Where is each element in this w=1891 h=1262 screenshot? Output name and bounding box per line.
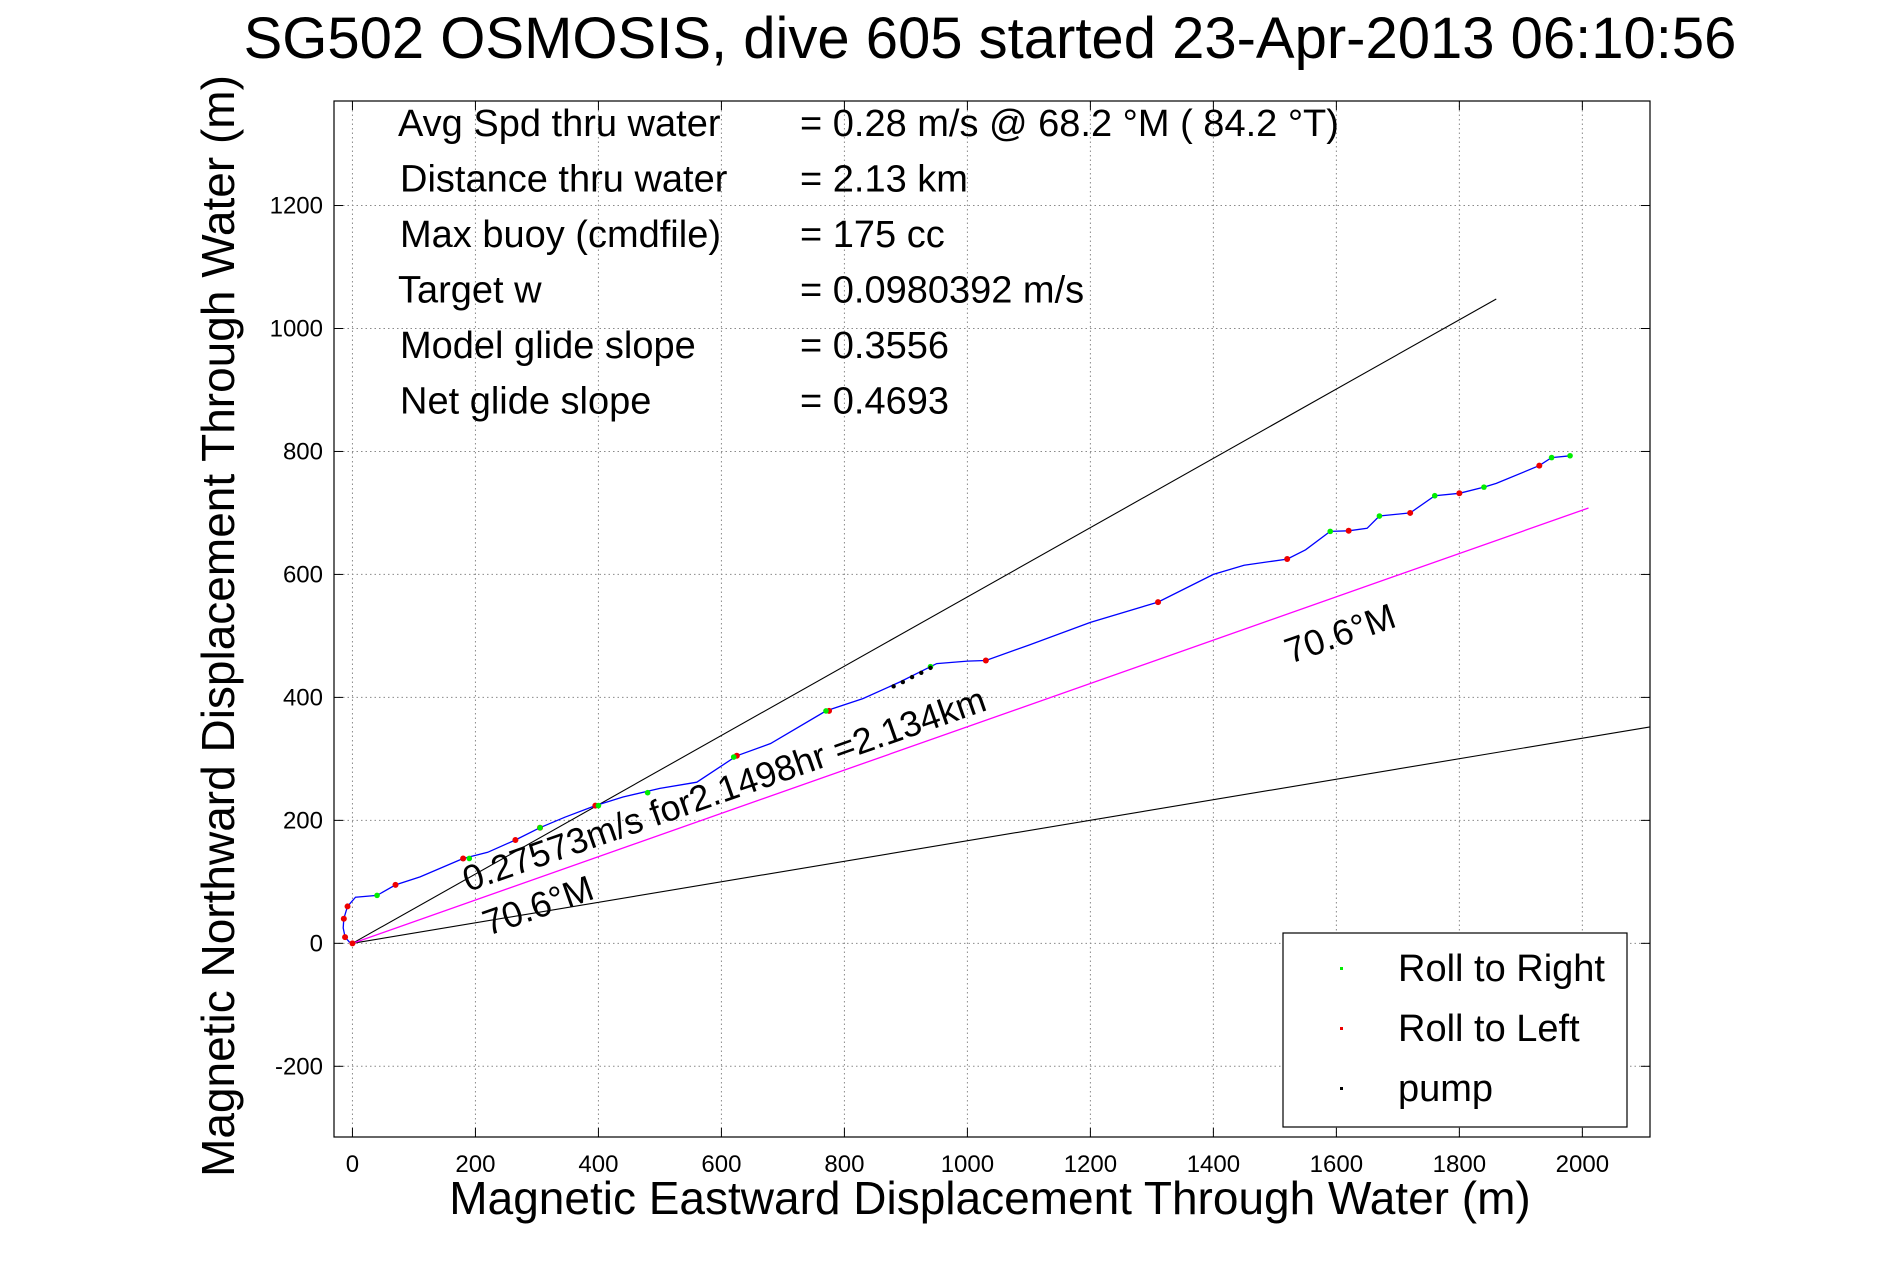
roll-left-point — [1407, 509, 1414, 516]
pump-point — [900, 679, 906, 685]
annotation-heading-upper: 70.6°M — [1279, 595, 1401, 672]
pump-point — [909, 674, 915, 680]
annotation-speed: 0.27573m/s for2.1498hr =2.134km — [457, 679, 991, 900]
roll-left-point — [340, 915, 347, 922]
heading-line — [352, 507, 1589, 944]
info-value: = 0.4693 — [800, 381, 949, 423]
y-tick-label: 800 — [283, 438, 323, 465]
legend-label-roll-right: Roll to Right — [1398, 948, 1605, 990]
x-tick-label: 1800 — [1433, 1151, 1486, 1178]
info-value: = 0.3556 — [800, 325, 949, 367]
pump-point — [928, 665, 933, 671]
y-tick-label: 600 — [283, 561, 323, 588]
x-tick-label: 1600 — [1310, 1151, 1363, 1178]
x-tick-label: 1000 — [941, 1151, 994, 1178]
roll-left-point — [1345, 527, 1352, 534]
roll-right-point — [1327, 528, 1334, 535]
roll-left-point — [344, 903, 351, 910]
info-value: = 0.0980392 m/s — [800, 270, 1084, 312]
info-label: Avg Spd thru water — [398, 103, 721, 145]
info-label: Distance thru water — [400, 159, 728, 201]
info-label: Max buoy (cmdfile) — [400, 214, 721, 256]
roll-right-point — [466, 855, 473, 862]
info-label: Target w — [398, 270, 542, 312]
roll-right-point — [1431, 492, 1438, 499]
glide-slope-line-upper — [352, 298, 1497, 944]
roll-left-point — [1456, 490, 1463, 497]
roll-left-point — [1155, 599, 1162, 606]
roll-right-point — [537, 824, 543, 831]
info-label: Model glide slope — [400, 325, 696, 367]
x-tick-label: 0 — [346, 1151, 359, 1178]
y-tick-label: 1000 — [270, 315, 323, 342]
info-panel: Avg Spd thru water = 0.28 m/s @ 68.2 °M (… — [398, 103, 1339, 423]
y-tick-label: 200 — [283, 807, 323, 834]
roll-left-point — [512, 837, 519, 844]
legend-marker-pump — [1340, 1087, 1343, 1090]
roll-right-point — [595, 802, 602, 809]
info-value: = 2.13 km — [800, 159, 968, 201]
roll-left-point — [1536, 462, 1543, 469]
grid-lines — [334, 101, 1650, 1137]
x-tick-label: 400 — [578, 1151, 618, 1178]
legend-marker-roll-left — [1340, 1027, 1343, 1030]
roll-right-point — [374, 892, 380, 899]
legend-label-roll-left: Roll to Left — [1398, 1008, 1580, 1050]
legend: Roll to Right Roll to Left pump — [1282, 932, 1628, 1128]
glider-track-line — [342, 455, 1571, 944]
roll-right-point — [823, 708, 829, 714]
roll-right-point — [1548, 454, 1555, 461]
chart-lines — [342, 298, 1651, 944]
roll-left-point — [460, 855, 467, 862]
y-tick-label: -200 — [275, 1053, 323, 1080]
axis-ticks: 0 200 400 600 800 1000 1200 1400 1600 1800 2000-20… — [270, 101, 1650, 1178]
legend-label-pump: pump — [1398, 1068, 1493, 1110]
x-tick-label: 1400 — [1187, 1151, 1240, 1178]
roll-left-point — [349, 940, 356, 947]
x-tick-label: 200 — [455, 1151, 495, 1178]
x-tick-label: 800 — [824, 1151, 864, 1178]
y-tick-label: 0 — [310, 930, 323, 957]
plot-frame — [333, 100, 1651, 1138]
info-value: = 0.28 m/s @ 68.2 °M ( 84.2 °T) — [800, 103, 1339, 145]
info-value: = 175 cc — [800, 214, 945, 256]
roll-left-point — [1284, 556, 1291, 563]
x-tick-label: 1200 — [1064, 1151, 1117, 1178]
glide-slope-line-lower — [352, 726, 1651, 944]
y-tick-label: 1200 — [270, 193, 323, 220]
roll-right-point — [730, 754, 737, 760]
info-label: Net glide slope — [400, 381, 651, 423]
chart-markers — [340, 452, 1573, 947]
roll-left-point — [392, 881, 399, 888]
roll-left-point — [982, 657, 989, 664]
x-axis-label: Magnetic Eastward Displacement Through W… — [449, 1172, 1530, 1224]
roll-left-point — [342, 934, 349, 941]
chart-title: SG502 OSMOSIS, dive 605 started 23-Apr-2… — [244, 6, 1737, 71]
legend-marker-roll-right — [1340, 967, 1343, 970]
roll-right-point — [1567, 452, 1573, 459]
roll-right-point — [1481, 484, 1487, 490]
y-tick-label: 400 — [283, 684, 323, 711]
y-axis-label: Magnetic Northward Displacement Through … — [192, 75, 244, 1177]
pump-point — [891, 684, 896, 689]
x-tick-label: 600 — [701, 1151, 741, 1178]
roll-right-point — [1376, 513, 1383, 519]
x-tick-label: 2000 — [1556, 1151, 1609, 1178]
roll-right-point — [644, 789, 651, 796]
pump-point — [919, 670, 924, 675]
